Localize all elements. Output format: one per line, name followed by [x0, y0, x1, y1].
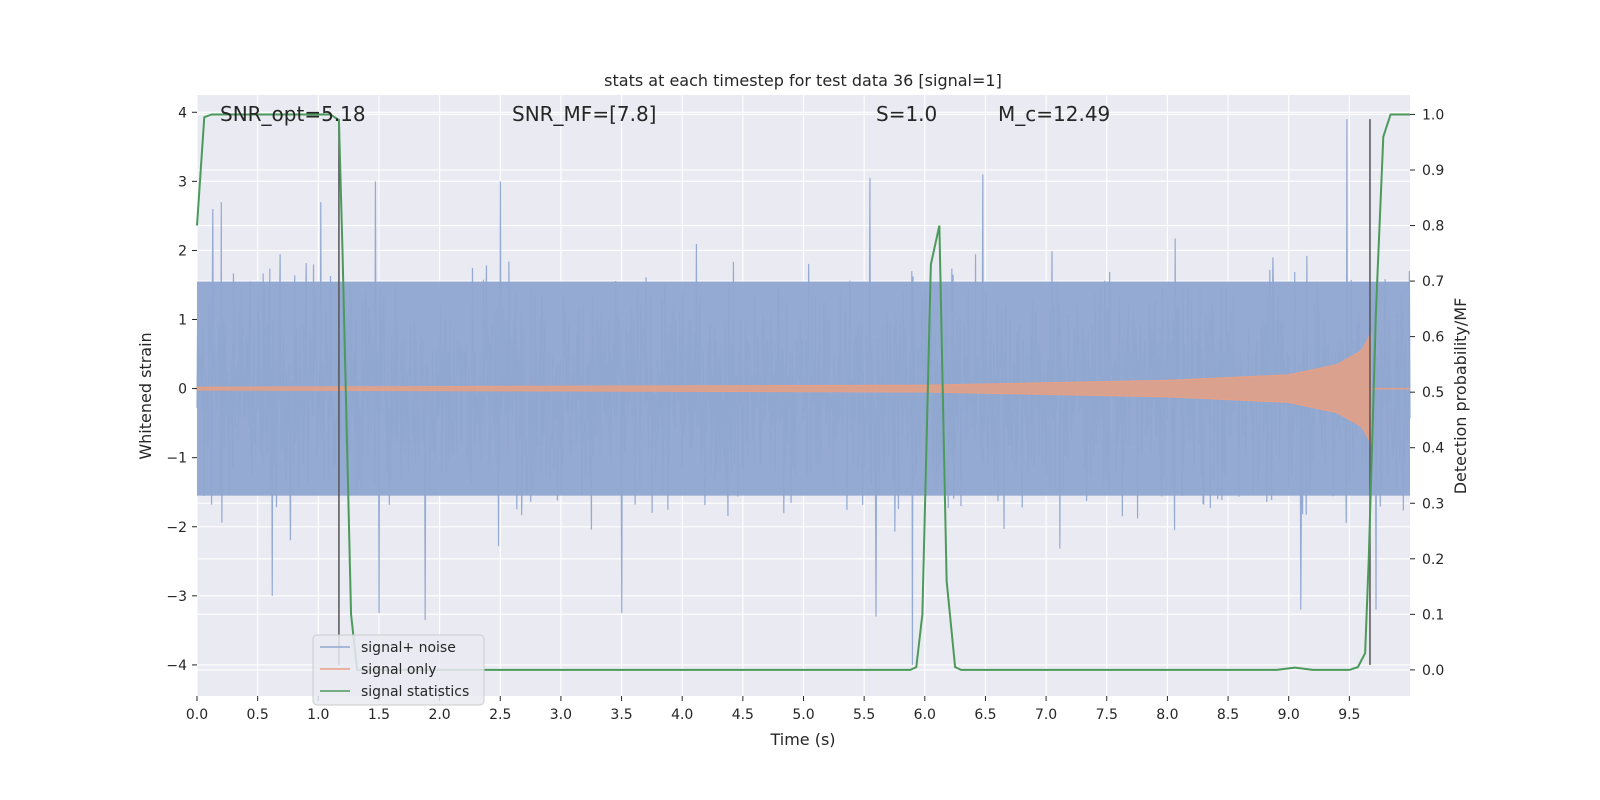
x-tick-label: 9.5 [1338, 707, 1360, 723]
x-tick-label: 1.5 [368, 707, 390, 723]
y-axis-label-right: Detection probability/MF [1451, 298, 1470, 495]
x-axis-label: Time (s) [769, 730, 835, 749]
y-tick-label: 3 [178, 174, 187, 190]
chart-title: stats at each timestep for test data 36 … [604, 71, 1002, 90]
x-tick-label: 1.0 [307, 707, 329, 723]
y-tick-label: 2 [178, 243, 187, 259]
x-tick-label: 8.5 [1217, 707, 1239, 723]
x-tick-label: 4.0 [671, 707, 693, 723]
y-tick-label-right: 0.8 [1422, 219, 1444, 235]
y-tick-label: 1 [178, 313, 187, 329]
y-tick-label: 4 [178, 105, 187, 121]
legend-label-signal: signal only [361, 662, 436, 678]
y-tick-label-right: 0.0 [1422, 663, 1444, 679]
y-tick-label-right: 1.0 [1422, 107, 1444, 123]
signal-statistics-layer [196, 113, 1410, 671]
x-tick-label: 6.5 [974, 707, 996, 723]
x-tick-label: 5.5 [853, 707, 875, 723]
y-tick-label-right: 0.4 [1422, 441, 1444, 457]
y-tick-label-right: 0.6 [1422, 330, 1444, 346]
y-tick-label-right: 0.5 [1422, 385, 1444, 401]
signal-statistics-line [196, 113, 1410, 671]
x-tick-label: 5.0 [792, 707, 814, 723]
x-tick-label: 9.0 [1278, 707, 1300, 723]
x-tick-label: 2.0 [428, 707, 450, 723]
legend: signal+ noise signal only signal statist… [312, 634, 485, 706]
y-tick-label: −1 [166, 451, 187, 467]
x-tick-label: 3.0 [550, 707, 572, 723]
y-tick-label-right: 0.9 [1422, 163, 1444, 179]
annotation-mc: M_c=12.49 [998, 102, 1110, 126]
y-tick-label: −4 [166, 658, 187, 674]
x-tick-label: 8.0 [1156, 707, 1178, 723]
vertical-lines-layer [338, 119, 1371, 665]
annotation-snr-opt: SNR_opt=5.18 [220, 102, 366, 126]
y-tick-label: −2 [166, 520, 187, 536]
y-tick-label: 0 [178, 382, 187, 398]
y-tick-label-right: 0.3 [1422, 496, 1444, 512]
x-tick-label: 0.5 [247, 707, 269, 723]
x-ticks-layer: 0.0 0.5 1.0 1.5 2.0 2.5 3.0 3.5 4.0 4.5 5.0 5.5 6.0 6… [186, 696, 1360, 723]
x-tick-label: 3.5 [610, 707, 632, 723]
annotation-s: S=1.0 [876, 102, 937, 126]
x-tick-label: 0.0 [186, 707, 208, 723]
legend-label-noise: signal+ noise [361, 640, 456, 656]
y-ticks-right-layer: 1.0 0.9 0.8 0.7 0.6 0.5 0.4 0.3 0.2 0.1 0.0 [1410, 107, 1444, 679]
x-tick-label: 2.5 [489, 707, 511, 723]
y-axis-label: Whitened strain [136, 332, 155, 459]
annotation-snr-mf: SNR_MF=[7.8] [512, 102, 656, 126]
x-tick-label: 7.0 [1035, 707, 1057, 723]
legend-label-statistics: signal statistics [361, 684, 469, 700]
legend-box [312, 634, 485, 706]
y-tick-label: −3 [166, 589, 187, 605]
x-tick-label: 6.0 [914, 707, 936, 723]
y-tick-label-right: 0.7 [1422, 274, 1444, 290]
y-tick-label-right: 0.1 [1422, 607, 1444, 623]
x-tick-label: 7.5 [1096, 707, 1118, 723]
x-tick-label: 4.5 [732, 707, 754, 723]
y-ticks-layer: 4 3 2 1 0 −1 −2 −3 −4 [166, 105, 197, 674]
y-tick-label-right: 0.2 [1422, 552, 1444, 568]
